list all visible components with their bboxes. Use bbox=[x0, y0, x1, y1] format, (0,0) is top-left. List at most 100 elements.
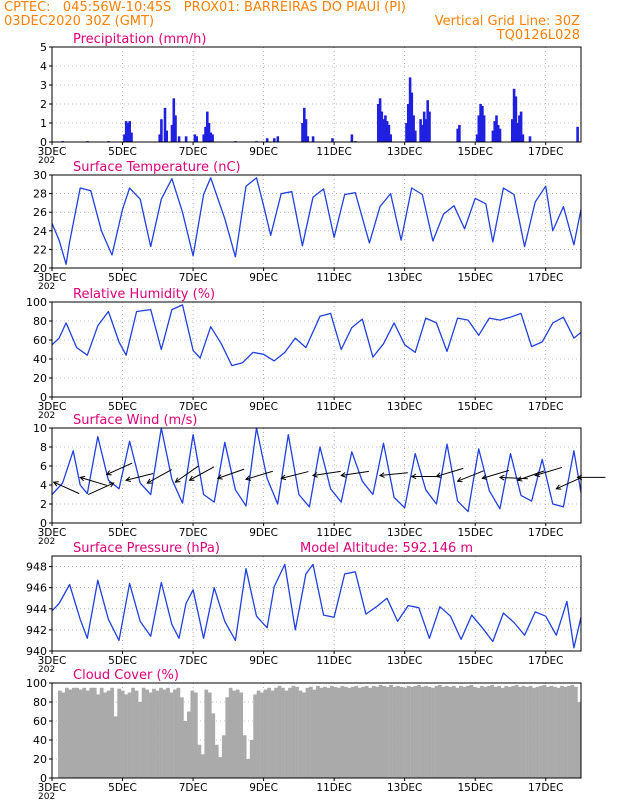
y-tick-label: 10 bbox=[33, 422, 47, 435]
cloud-bar bbox=[364, 685, 369, 778]
wind-arrow-head bbox=[52, 481, 59, 487]
wind-arrow-head bbox=[435, 472, 442, 478]
cloud-bar bbox=[354, 685, 359, 778]
cloud-bar bbox=[532, 687, 536, 779]
cloud-bar bbox=[197, 744, 202, 779]
cloud-bar bbox=[336, 687, 341, 779]
x-tick-label: 7DEC bbox=[179, 527, 208, 539]
cloud-bar bbox=[58, 690, 62, 778]
wind-arrow bbox=[146, 469, 172, 484]
header-station-line: CPTEC: 045:56W-10:45S PROX01: BARREIRAS … bbox=[4, 0, 406, 15]
cloud-bar bbox=[469, 684, 474, 778]
precip-bar bbox=[123, 134, 126, 142]
cloud-bar bbox=[357, 687, 362, 779]
wind-arrow bbox=[80, 476, 108, 486]
x-tick-label: 17DEC bbox=[528, 401, 563, 413]
precip-bar bbox=[172, 98, 176, 142]
cloud-bar bbox=[410, 686, 414, 778]
precip-bar bbox=[475, 134, 479, 142]
cloud-bar bbox=[124, 694, 128, 778]
cloud-bar bbox=[403, 687, 407, 779]
cloud-bar bbox=[567, 685, 571, 778]
wind-arrow-head bbox=[311, 472, 318, 478]
precip-bar bbox=[389, 134, 392, 142]
precip-bar bbox=[301, 123, 304, 142]
precip-bar bbox=[421, 124, 424, 142]
cloud-bar bbox=[539, 685, 543, 778]
x-tick-label: 17DEC bbox=[528, 655, 563, 667]
precip-bar bbox=[493, 121, 496, 142]
cloud-bar bbox=[535, 686, 540, 778]
y-tick-label: 8 bbox=[40, 441, 47, 454]
precip-bar bbox=[387, 124, 391, 142]
wind-arrow bbox=[53, 481, 80, 495]
cloud-bar bbox=[525, 686, 529, 778]
cloud-bar bbox=[382, 685, 387, 778]
cloud-bar bbox=[82, 687, 87, 779]
precip-bar bbox=[304, 119, 308, 142]
precip-bar bbox=[331, 138, 334, 142]
wind-arrow bbox=[281, 471, 309, 479]
x-tick-label: 15DEC bbox=[457, 401, 492, 413]
cloud-bar bbox=[277, 685, 282, 778]
cloud-bar bbox=[120, 690, 125, 778]
y-tick-label: 2 bbox=[40, 98, 47, 111]
x-tick-label: 3DEC bbox=[38, 782, 67, 794]
header-grid-line: Vertical Grid Line: 30Z bbox=[434, 14, 580, 29]
cloud-bar bbox=[546, 686, 550, 778]
cloud-bar bbox=[542, 684, 547, 778]
y-tick-label: 0 bbox=[40, 136, 47, 149]
y-tick-label: 948 bbox=[26, 561, 47, 574]
x-tick-label: 15DEC bbox=[457, 782, 492, 794]
wind-arrow-head bbox=[410, 473, 417, 480]
cloud-bar bbox=[68, 689, 73, 778]
precip-bar bbox=[350, 134, 354, 142]
cloud-bar bbox=[134, 690, 139, 778]
x-tick-label: 5DEC bbox=[108, 527, 137, 539]
precip-bar bbox=[276, 136, 280, 142]
cloud-bar bbox=[235, 689, 240, 778]
x-tick-label: 5DEC bbox=[108, 655, 137, 667]
cloud-bar bbox=[113, 716, 118, 779]
cloud-bar bbox=[490, 684, 495, 778]
cloud-bar bbox=[201, 754, 205, 779]
cloud-bar bbox=[194, 692, 198, 778]
precip-bar bbox=[303, 107, 306, 142]
cloud-bar bbox=[302, 692, 306, 778]
x-tick-label: 11DEC bbox=[316, 527, 351, 539]
cloud-bar bbox=[106, 690, 111, 778]
cloud-bar bbox=[518, 686, 522, 778]
y-tick-label: 942 bbox=[26, 624, 47, 637]
panel-title: Cloud Cover (%) bbox=[73, 668, 179, 683]
cloud-bar bbox=[361, 686, 366, 778]
cloud-bar bbox=[316, 685, 320, 778]
precip-bar bbox=[158, 134, 161, 142]
precip-bar bbox=[160, 119, 163, 142]
precip-bar bbox=[419, 119, 422, 142]
cloud-bar bbox=[232, 690, 237, 778]
x-tick-label: 9DEC bbox=[249, 782, 278, 794]
wind-arrow bbox=[125, 472, 154, 481]
cloud-bar bbox=[452, 685, 456, 778]
precip-bar bbox=[405, 123, 408, 142]
cloud-bar bbox=[260, 692, 264, 778]
y-tick-label: 26 bbox=[33, 206, 47, 219]
x-tick-label: 5DEC bbox=[108, 272, 137, 284]
wind-arrow-head bbox=[456, 477, 463, 483]
y-tick-label: 0 bbox=[40, 772, 47, 785]
x-tick-label: 7DEC bbox=[179, 146, 208, 158]
precip-bar bbox=[378, 98, 382, 142]
cloud-bar bbox=[375, 686, 380, 778]
y-tick-label: 0 bbox=[40, 517, 47, 530]
precip-bar bbox=[165, 130, 168, 142]
wind-arrow bbox=[457, 470, 484, 482]
cloud-bar bbox=[225, 697, 230, 779]
wind-arrow-head bbox=[534, 471, 541, 478]
cloud-bar bbox=[218, 757, 223, 778]
precip-bar bbox=[495, 115, 498, 142]
cloud-bar bbox=[406, 685, 411, 778]
cloud-bar bbox=[117, 688, 122, 778]
cloud-bar bbox=[465, 685, 470, 778]
x-tick-label: 9DEC bbox=[249, 401, 278, 413]
precip-bar bbox=[481, 105, 484, 142]
